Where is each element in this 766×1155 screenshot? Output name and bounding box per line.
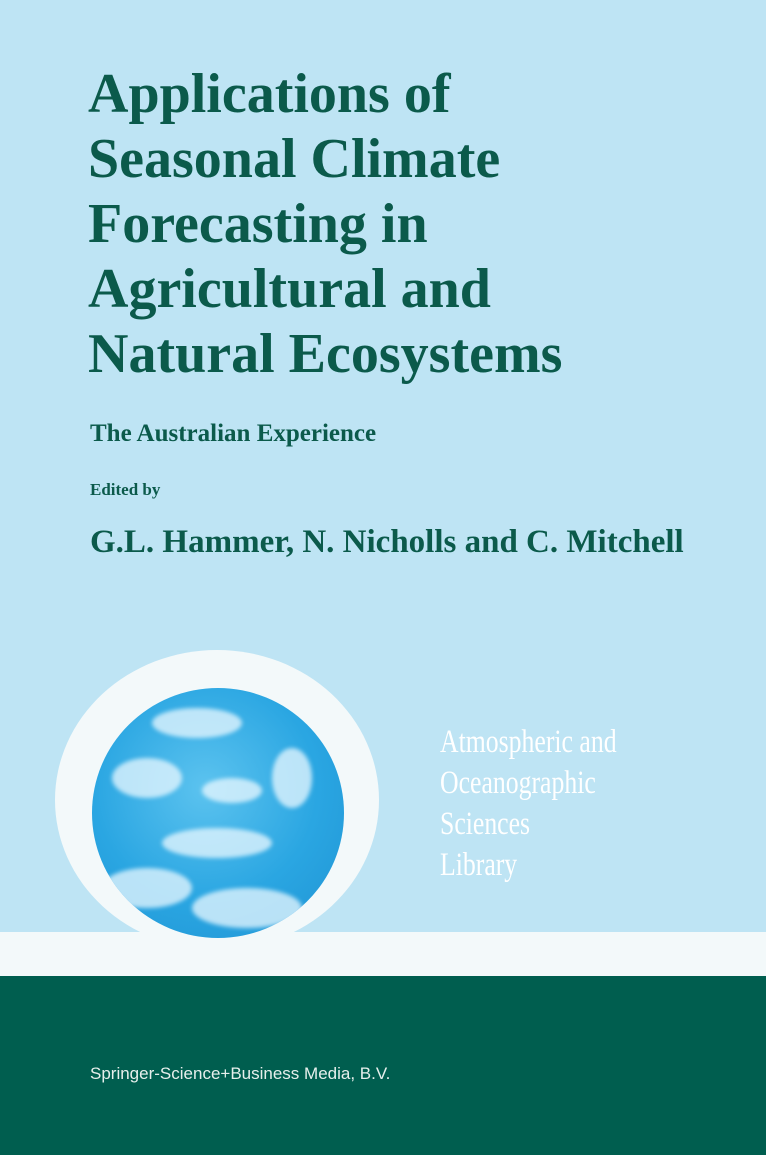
earth-globe-image	[92, 688, 344, 938]
title-line: Natural Ecosystems	[88, 323, 563, 385]
title-line: Applications of	[88, 63, 451, 125]
footer-band	[0, 976, 766, 1155]
book-title: Applications of Seasonal Climate Forecas…	[88, 62, 562, 387]
publisher: Springer-Science+Business Media, B.V.	[90, 1064, 391, 1083]
title-line: Agricultural and	[88, 258, 491, 320]
authors: G.L. Hammer, N. Nicholls and C. Mitchell	[90, 524, 684, 560]
white-band	[0, 932, 766, 976]
series-line: Library	[440, 847, 518, 883]
series-name: Atmospheric and Oceanographic Sciences L…	[440, 722, 617, 886]
series-line: Atmospheric and	[440, 724, 617, 760]
series-line: Oceanographic	[440, 765, 596, 801]
edited-by-label: Edited by	[90, 480, 161, 499]
series-line: Sciences	[440, 806, 531, 842]
subtitle: The Australian Experience	[90, 420, 377, 447]
title-line: Forecasting in	[88, 193, 428, 255]
title-line: Seasonal Climate	[88, 128, 501, 190]
